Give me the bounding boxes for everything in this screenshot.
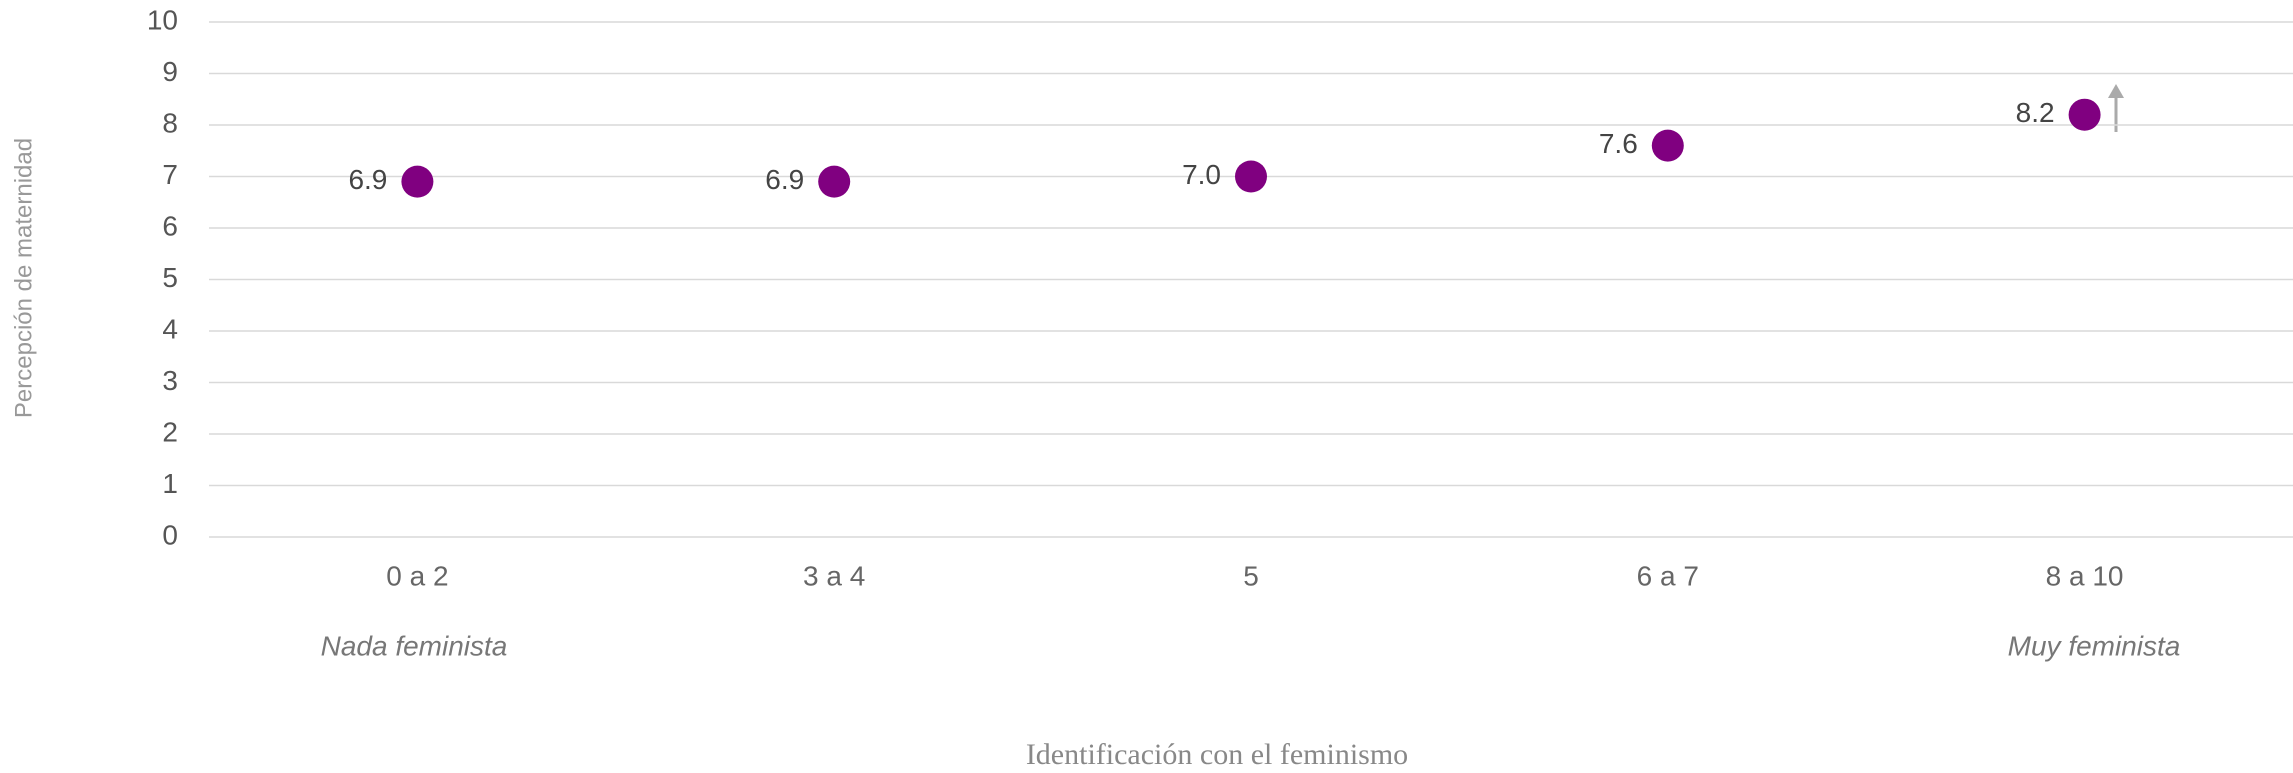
x-tick-label: 8 a 10 <box>2046 560 2124 591</box>
y-tick-label: 3 <box>162 365 178 396</box>
y-tick-label: 1 <box>162 468 178 499</box>
y-tick-label: 7 <box>162 159 178 190</box>
annotation: Nada feminista <box>321 630 508 661</box>
annotation: Muy feminista <box>2008 630 2181 661</box>
y-tick-label: 9 <box>162 56 178 87</box>
trend-arrow <box>2108 84 2124 132</box>
y-tick-label: 2 <box>162 416 178 447</box>
y-tick-label: 8 <box>162 107 178 138</box>
value-label: 7.0 <box>1182 159 1221 190</box>
point <box>818 165 851 198</box>
value-label: 6.9 <box>348 164 387 195</box>
y-tick-label: 4 <box>162 313 178 344</box>
x-axis-label: Identificación con el feminismo <box>1026 738 1408 771</box>
x-tick-label: 0 a 2 <box>386 560 448 591</box>
x-tick-label: 6 a 7 <box>1637 560 1699 591</box>
value-label: 7.6 <box>1599 128 1638 159</box>
value-label: 6.9 <box>765 164 804 195</box>
x-tick-label: 5 <box>1243 560 1259 591</box>
y-tick-label: 0 <box>162 519 178 550</box>
y-tick-label: 6 <box>162 210 178 241</box>
value-label: 8.2 <box>2016 97 2055 128</box>
y-axis-label: Percepción de maternidad <box>10 138 37 418</box>
y-tick-label: 10 <box>147 4 178 35</box>
point <box>401 165 434 198</box>
y-tick-label: 5 <box>162 262 178 293</box>
point <box>1651 129 1684 162</box>
x-tick-label: 3 a 4 <box>803 560 865 591</box>
point <box>1235 160 1267 193</box>
point <box>2068 98 2101 131</box>
